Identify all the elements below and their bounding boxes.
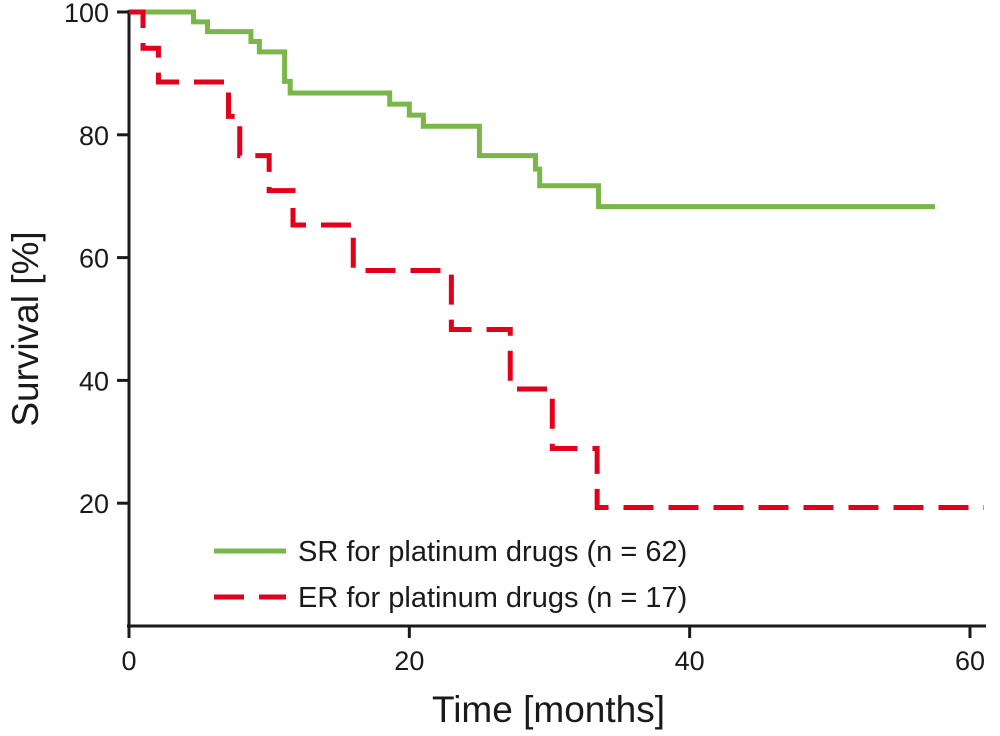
series-layer: [129, 9, 984, 510]
x-tick-label: 20: [394, 646, 424, 676]
series-line-er: [129, 9, 984, 510]
legend-label: SR for platinum drugs (n = 62): [298, 536, 687, 568]
y-tick-label: 40: [79, 366, 109, 396]
legend-label: ER for platinum drugs (n = 17): [298, 582, 687, 614]
y-tick-label: 60: [79, 244, 109, 274]
series-line-sr: [129, 9, 935, 210]
x-tick-label: 0: [121, 646, 136, 676]
x-tick-label: 40: [675, 646, 705, 676]
x-axis-title: Time [months]: [432, 689, 665, 730]
x-tick-label: 60: [955, 646, 985, 676]
y-tick-label: 20: [79, 489, 109, 519]
y-tick-label: 80: [79, 121, 109, 151]
axes: 20 40 60 80 100 0 20 40 60: [64, 0, 986, 676]
y-tick-label: 100: [64, 0, 109, 28]
legend: SR for platinum drugs (n = 62) ER for pla…: [214, 536, 687, 614]
y-axis-title: Survival [%]: [5, 231, 46, 426]
